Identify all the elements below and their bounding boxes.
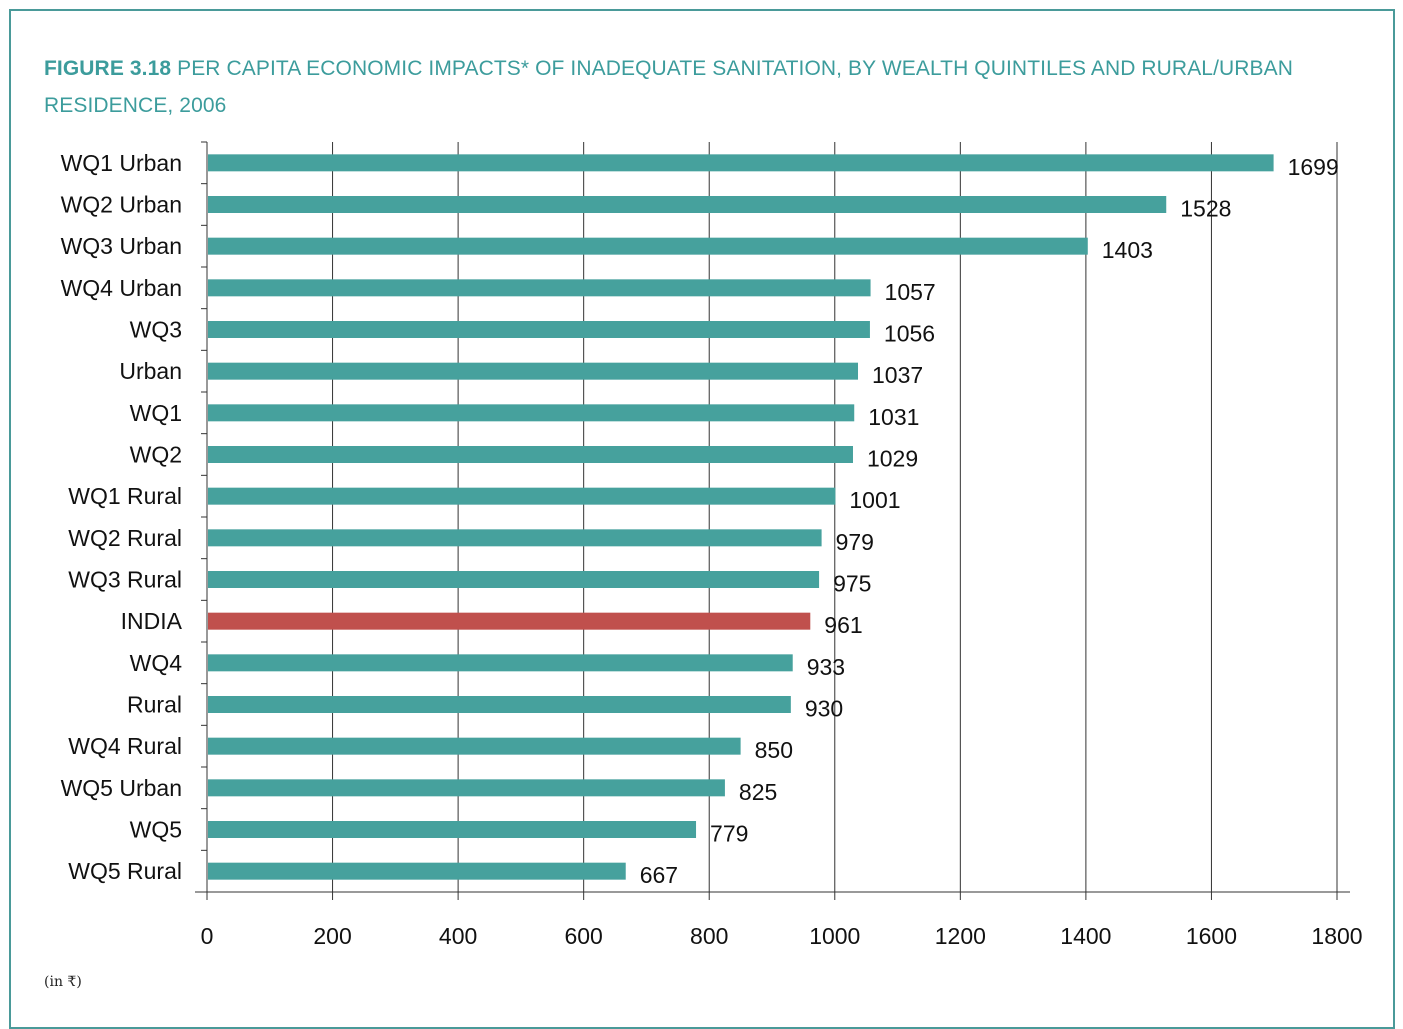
x-tick-label: 400: [439, 923, 477, 949]
bar: [208, 737, 741, 755]
bar: [208, 237, 1088, 255]
bar: [208, 404, 855, 422]
category-label: WQ3: [130, 317, 182, 343]
value-label: 1699: [1288, 154, 1339, 180]
bar: [208, 862, 626, 880]
bar: [208, 196, 1167, 213]
category-label: WQ4 Rural: [68, 733, 182, 759]
category-label: WQ5 Urban: [61, 775, 182, 801]
bar: [208, 487, 836, 505]
figure-title-text: PER CAPITA ECONOMIC IMPACTS* OF INADEQUA…: [44, 57, 1294, 117]
bar: [208, 696, 791, 713]
category-label: WQ2 Urban: [61, 192, 182, 218]
value-label: 933: [807, 654, 845, 680]
value-label: 850: [755, 737, 793, 763]
x-tick-label: 1800: [1311, 923, 1362, 949]
value-label: 961: [824, 612, 862, 638]
x-tick-label: 1400: [1060, 923, 1111, 949]
bar: [208, 654, 793, 672]
x-tick-label: 800: [690, 923, 728, 949]
value-label: 975: [833, 571, 871, 597]
value-label: 1029: [867, 446, 918, 472]
category-label: WQ5 Rural: [68, 858, 182, 884]
category-label: WQ3 Urban: [61, 233, 182, 259]
x-tick-label: 1600: [1186, 923, 1237, 949]
category-label: Rural: [127, 692, 182, 718]
bar: [208, 279, 871, 297]
x-tick-label: 1000: [809, 923, 860, 949]
value-label: 825: [739, 779, 777, 805]
value-label: 979: [836, 529, 874, 555]
category-label: WQ3 Rural: [68, 567, 182, 593]
category-label: WQ2: [130, 442, 182, 468]
category-label: WQ5: [130, 817, 182, 843]
x-tick-label: 600: [564, 923, 602, 949]
value-label: 1001: [849, 487, 900, 513]
value-label: 1037: [872, 362, 923, 388]
x-tick-label: 1200: [935, 923, 986, 949]
bar: [208, 612, 811, 630]
unit-footnote: (in ₹): [44, 974, 82, 990]
value-label: 930: [805, 696, 843, 722]
category-label: Urban: [119, 358, 182, 384]
category-label: INDIA: [121, 608, 183, 634]
category-label: WQ4: [130, 650, 183, 676]
bar: [208, 321, 870, 338]
x-tick-label: 200: [313, 923, 351, 949]
figure-title: FIGURE 3.18 PER CAPITA ECONOMIC IMPACTS*…: [44, 50, 1344, 124]
category-label: WQ1 Rural: [68, 483, 182, 509]
bar: [208, 529, 822, 547]
category-label: WQ2 Rural: [68, 525, 182, 551]
value-label: 1057: [885, 279, 936, 305]
value-label: 1528: [1180, 196, 1231, 222]
bar: [208, 362, 859, 380]
value-label: 779: [710, 821, 748, 847]
bar: [208, 779, 725, 797]
figure-label: FIGURE 3.18: [44, 57, 172, 80]
value-label: 1403: [1102, 237, 1153, 263]
bar: [208, 571, 820, 588]
value-label: 1031: [868, 404, 919, 430]
category-label: WQ1: [130, 400, 182, 426]
category-label: WQ4 Urban: [61, 275, 182, 301]
bar: [208, 446, 853, 463]
value-label: 1056: [884, 321, 935, 347]
value-label: 667: [640, 862, 678, 888]
bar: [208, 821, 697, 838]
x-tick-label: 0: [201, 923, 214, 949]
category-label: WQ1 Urban: [61, 150, 182, 176]
bar: [208, 154, 1274, 172]
